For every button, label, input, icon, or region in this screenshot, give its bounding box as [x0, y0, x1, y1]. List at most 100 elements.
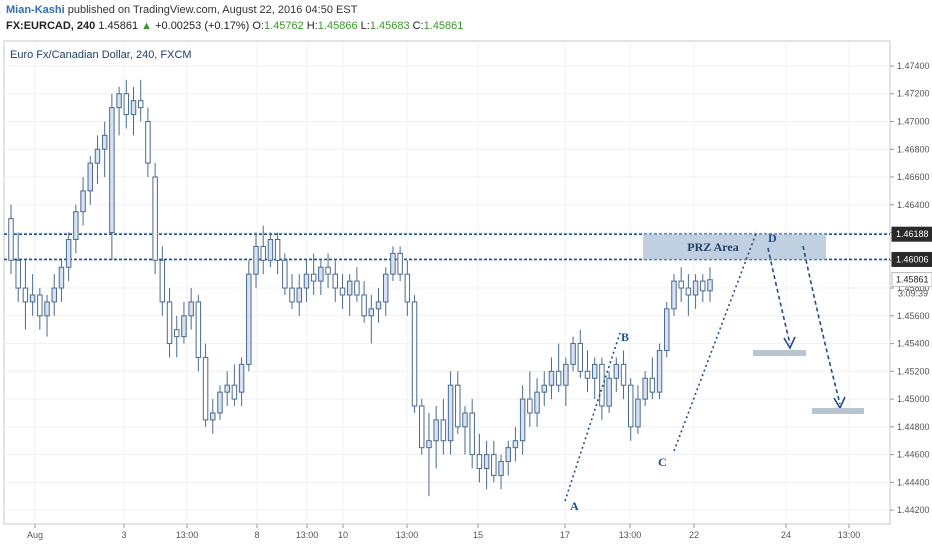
candle: [678, 267, 684, 302]
candle-body: [548, 370, 555, 386]
candle-body: [642, 377, 648, 400]
y-tick-label: 1.45000: [897, 394, 930, 404]
y-tick-label: 1.47000: [897, 117, 930, 127]
candle-body: [346, 280, 353, 296]
candle: [58, 260, 65, 302]
candle-body: [671, 280, 677, 310]
candle: [563, 357, 569, 407]
candle-body: [649, 377, 656, 393]
candle-body: [87, 162, 94, 192]
candle-body: [174, 329, 180, 338]
candle: [642, 371, 648, 407]
candle-body: [368, 308, 375, 317]
candle: [548, 357, 555, 400]
candle: [498, 454, 504, 490]
candle: [627, 378, 634, 441]
candle: [238, 357, 245, 407]
candle: [22, 260, 29, 330]
candle-body: [419, 405, 425, 449]
candle-body: [152, 176, 158, 261]
candle-body: [202, 356, 209, 421]
countdown-label: 3:09:39: [898, 289, 928, 299]
candle: [707, 267, 713, 302]
candle: [671, 274, 677, 316]
y-tick-label: 1.45400: [897, 339, 930, 349]
x-tick-label: 24: [781, 530, 791, 540]
high-key: H:: [306, 20, 318, 32]
candle: [426, 412, 432, 497]
candle-body: [80, 190, 86, 213]
candle: [527, 371, 533, 427]
candle-body: [599, 363, 605, 407]
candle-body: [390, 252, 396, 275]
target-zone-2: [812, 408, 864, 414]
candle-body: [274, 238, 281, 261]
candle: [109, 93, 115, 261]
candle-body: [678, 280, 684, 289]
candle-body: [325, 266, 331, 275]
prz-zone: PRZ Area: [643, 234, 826, 260]
candle: [325, 253, 331, 289]
candle: [224, 371, 230, 407]
candle: [433, 406, 439, 469]
candle: [534, 378, 540, 427]
candle-body: [570, 343, 576, 365]
candle-body: [267, 238, 274, 261]
x-tick-label: Aug: [27, 530, 43, 540]
y-tick-label: 1.44400: [897, 477, 930, 487]
low-key: L:: [360, 20, 370, 32]
candle-body: [404, 273, 411, 303]
candle-body: [620, 363, 627, 386]
leg-cd-line: [673, 230, 758, 452]
arrow-line-2: [802, 245, 841, 405]
candle-body: [137, 100, 144, 109]
prz-label: PRZ Area: [687, 240, 738, 254]
candle: [469, 399, 475, 469]
candle: [411, 294, 418, 413]
candle: [339, 274, 346, 309]
candle-body: [555, 370, 562, 386]
lower-level-tag-label: 1.46006: [896, 254, 929, 264]
candle: [397, 246, 403, 282]
candle: [217, 385, 223, 420]
x-tick-label: 13:00: [296, 530, 319, 540]
candle: [282, 253, 288, 295]
candle-body: [101, 134, 108, 150]
candle: [289, 274, 295, 309]
y-tick-label: 1.44800: [897, 422, 930, 432]
candle: [195, 294, 202, 372]
candle-body: [627, 384, 634, 428]
upper-level-tag-label: 1.46188: [896, 229, 929, 239]
candle: [591, 357, 598, 400]
candle: [274, 232, 281, 275]
candle: [491, 440, 497, 483]
candle-body: [332, 273, 339, 289]
lower-level-tag-bg: [891, 251, 932, 267]
candle: [570, 336, 576, 372]
prz-rect: [643, 234, 826, 260]
y-tick-label: 1.44600: [897, 450, 930, 460]
y-tick-label: 1.46400: [897, 200, 930, 210]
author-link[interactable]: Mian-Kashi: [6, 4, 65, 16]
x-axis: Aug 3 13:00 8 13:00 10 13:00 15 17 13:00 22 24 13:00: [27, 524, 860, 540]
y-tick-label: 1.46800: [897, 144, 930, 154]
chart-header: Mian-Kashi published on TradingView.com,…: [0, 0, 932, 36]
candle-body: [318, 266, 324, 282]
candle: [94, 135, 101, 184]
candle: [555, 343, 562, 393]
close-key: C:: [412, 20, 424, 32]
candle-body: [217, 391, 223, 414]
candle: [361, 281, 367, 323]
candle: [512, 426, 519, 462]
candle-body: [541, 384, 547, 393]
candles: [8, 79, 713, 497]
price-chart[interactable]: 1.47400 1.47200 1.47000 1.46800 1.46600 1.464…: [0, 36, 932, 550]
candle-body: [159, 259, 166, 303]
candle: [87, 156, 94, 205]
candle: [210, 399, 216, 434]
x-tick-label: 17: [560, 530, 570, 540]
candle-body: [411, 301, 418, 407]
candle: [145, 107, 151, 178]
candle-body: [116, 93, 122, 109]
symbol-label: FX:EURCAD, 240: [6, 20, 96, 32]
